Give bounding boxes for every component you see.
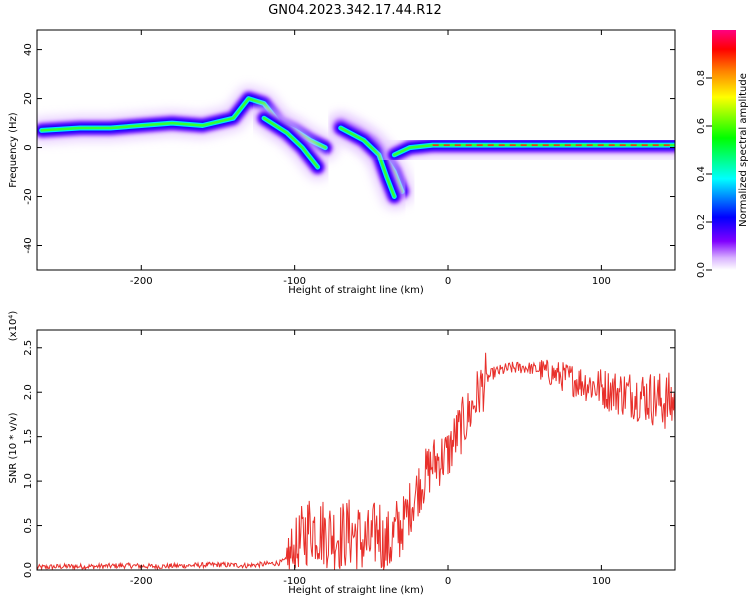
- snr-ylabel: SNR (10 * v/v): [8, 412, 19, 483]
- figure-title: GN04.2023.342.17.44.R12: [268, 3, 442, 18]
- ytick-label: -20: [23, 188, 34, 204]
- ytick-label: 20: [23, 92, 34, 105]
- ytick-label: 0.0: [23, 562, 34, 578]
- ytick-label: 0: [23, 144, 34, 150]
- colorbar-gradient: [712, 30, 736, 270]
- colorbar-label: Normalized spectral amplitude: [738, 73, 749, 227]
- xtick-label: 100: [592, 576, 611, 587]
- ytick-label: 2.0: [23, 384, 34, 400]
- colorbar: 0.0 0.2 0.4 0.6 0.8 Normalized spectral ampl…: [696, 30, 749, 278]
- snr-frame: [36, 329, 676, 571]
- xtick-label: -100: [283, 276, 306, 287]
- ytick-label: -40: [23, 237, 34, 253]
- ytick-label: 2.5: [23, 340, 34, 356]
- snr-panel: -200 -100 0 100 0.0 0.5 1.0 1.5 2.0 2.5 Height of…: [8, 311, 676, 596]
- colorbar-tick-label: 0.6: [696, 118, 707, 134]
- xtick-label: 0: [445, 276, 451, 287]
- ytick-label: 1.5: [23, 429, 34, 445]
- ridge-3-layer-4: [339, 126, 396, 198]
- xtick-label: 0: [445, 576, 451, 587]
- snr-y-multiplier: (x10⁴): [8, 311, 19, 342]
- ytick-label: 1.0: [23, 473, 34, 489]
- xtick-label: -200: [130, 276, 153, 287]
- colorbar-tick-label: 0.4: [696, 166, 707, 182]
- snr-xlabel: Height of straight line (km): [288, 585, 424, 596]
- spectrogram-ridges: [37, 85, 675, 210]
- colorbar-ticks: 0.0 0.2 0.4 0.6 0.8: [696, 70, 712, 278]
- xtick-label: -200: [130, 576, 153, 587]
- spectrogram-xlabel: Height of straight line (km): [288, 285, 424, 296]
- spectrogram-ylabel: Frequency (Hz): [8, 112, 19, 188]
- spectrogram-frame: [36, 29, 676, 271]
- ytick-label: 0.5: [23, 518, 34, 534]
- colorbar-tick-label: 0.0: [696, 262, 707, 278]
- ytick-label: 40: [23, 43, 34, 56]
- xtick-label: 100: [592, 276, 611, 287]
- ridge-1-layer-4: [262, 116, 319, 169]
- snr-ticks: -200 -100 0 100 0.0 0.5 1.0 1.5 2.0 2.5: [23, 330, 675, 587]
- colorbar-tick-label: 0.8: [696, 70, 707, 86]
- snr-series-line: [36, 352, 676, 571]
- xtick-label: -100: [283, 576, 306, 587]
- colorbar-tick-label: 0.2: [696, 214, 707, 230]
